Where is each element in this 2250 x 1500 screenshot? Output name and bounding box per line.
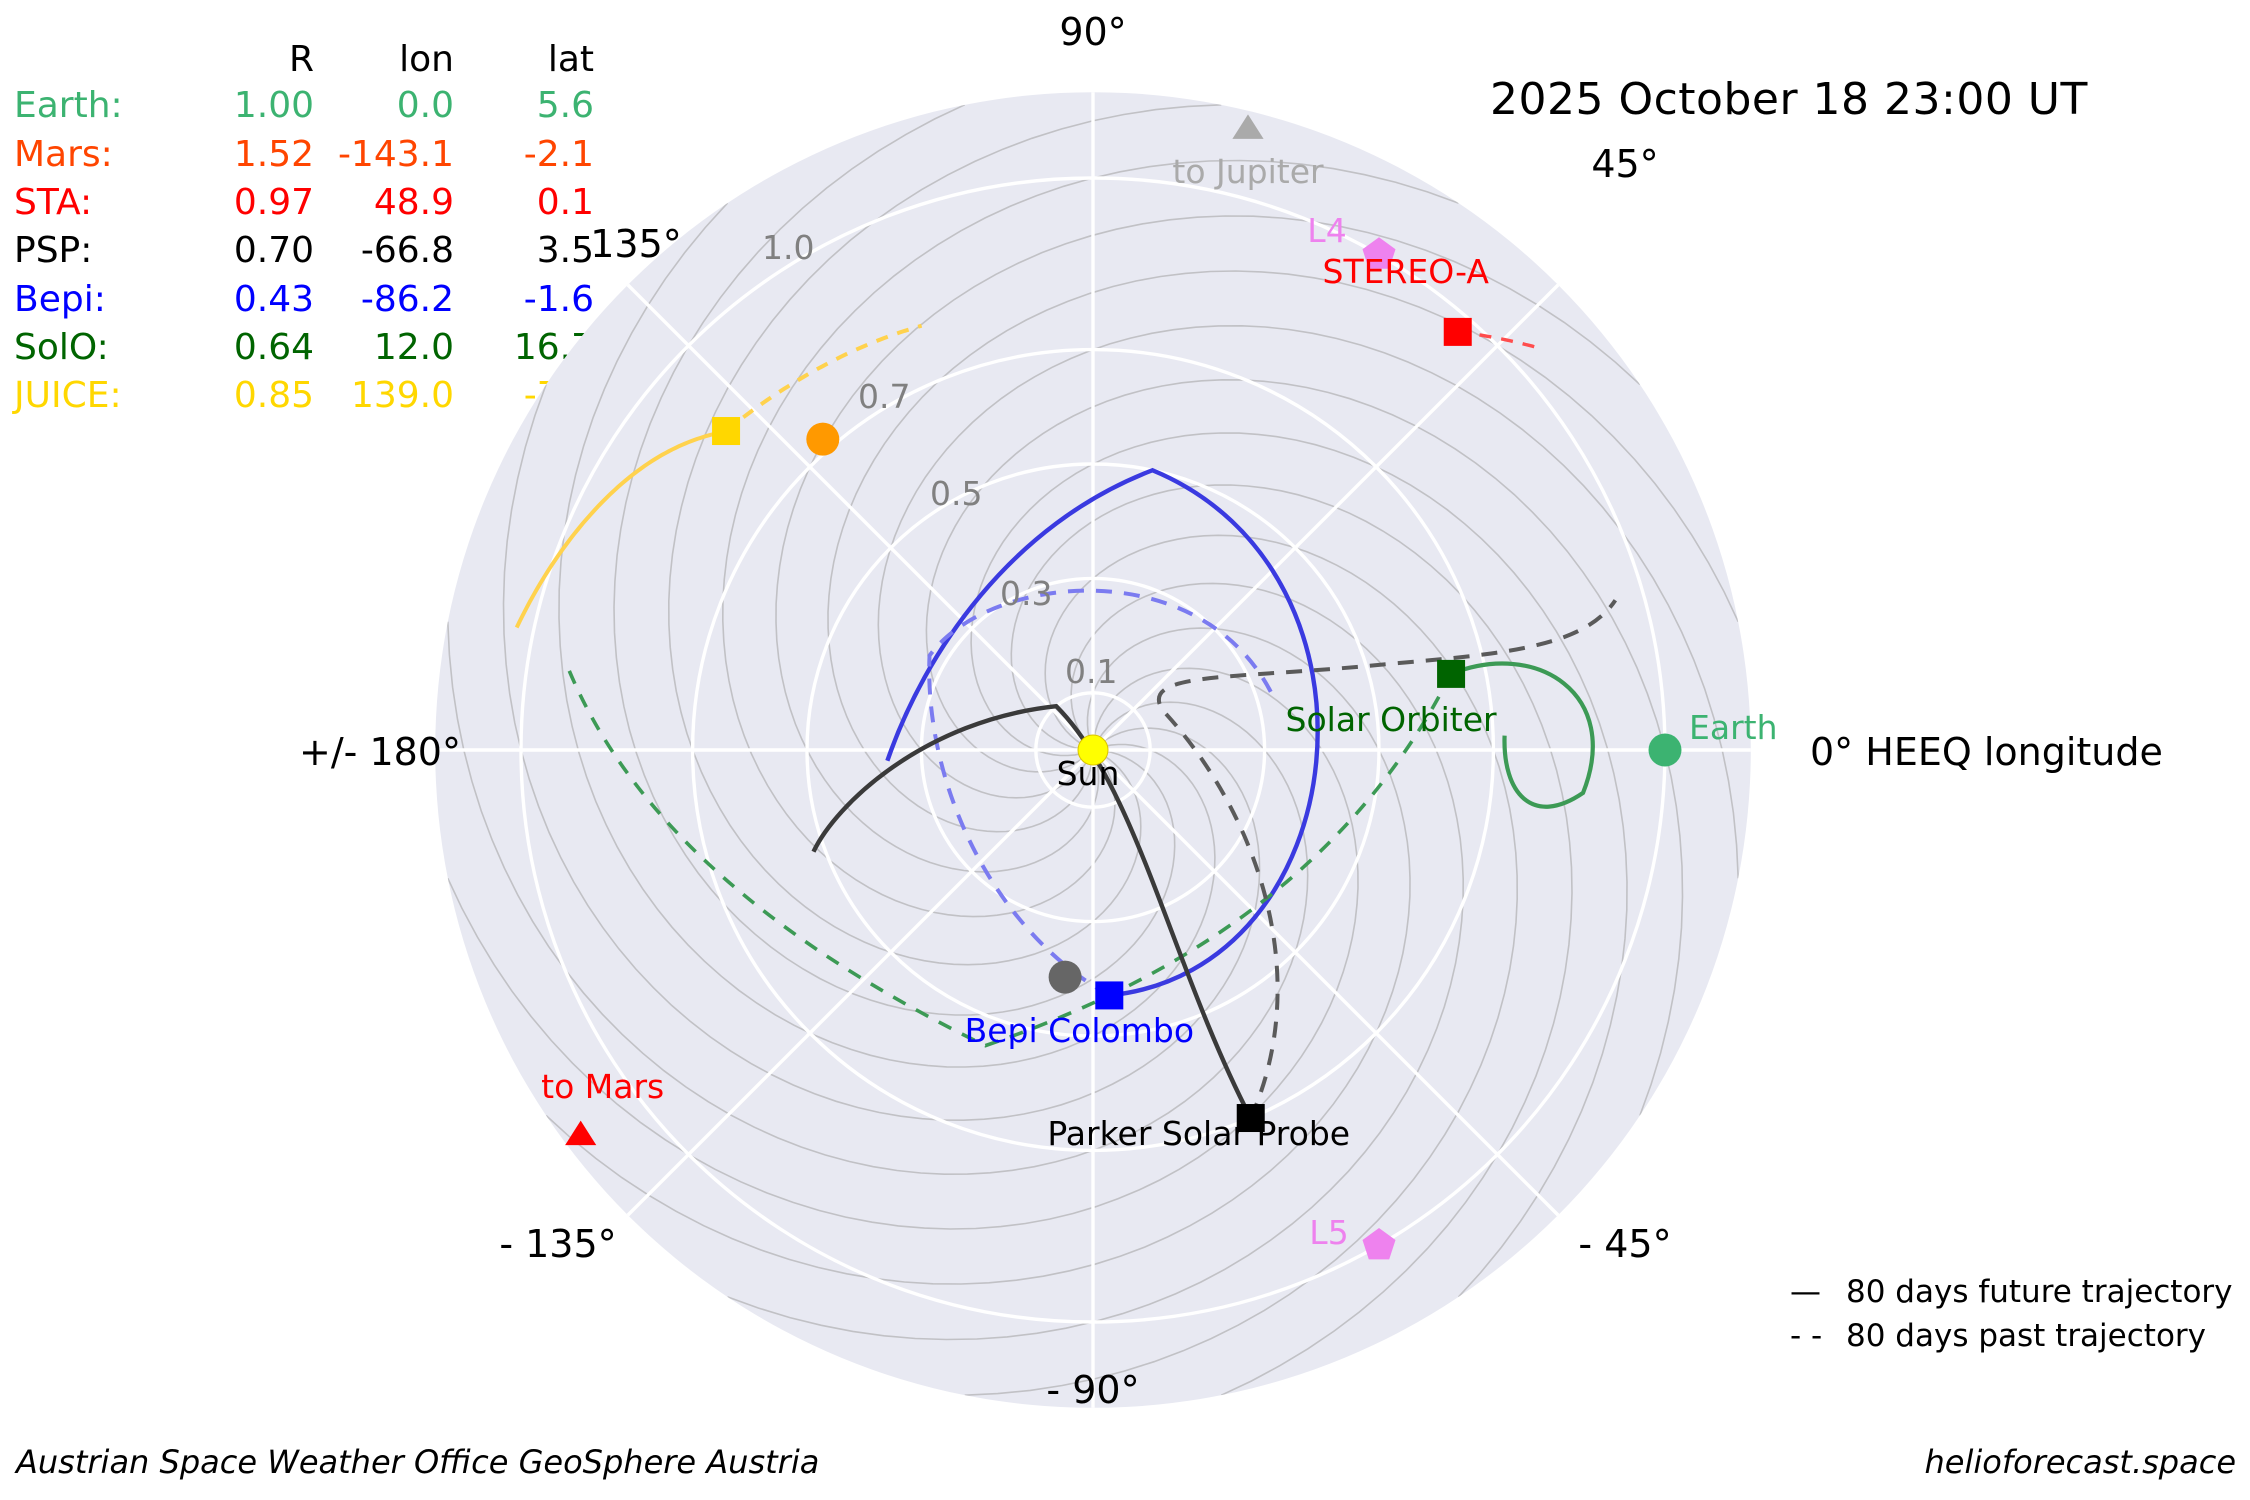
row-lat: -1.6 — [523, 278, 594, 320]
r-tick-0-3: 0.3 — [1000, 574, 1053, 613]
r-tick-0-5: 0.5 — [930, 474, 983, 513]
row-r: 0.43 — [233, 278, 314, 320]
r-tick-1-0: 1.0 — [762, 228, 815, 267]
row-lon: -66.8 — [360, 230, 454, 272]
row-lon: 0.0 — [396, 85, 454, 127]
marker-juice — [712, 417, 741, 446]
row-name: STA: — [14, 181, 93, 223]
marker-bepi-colombo — [1095, 981, 1124, 1010]
row-r: 0.64 — [233, 326, 314, 368]
row-lon: -86.2 — [360, 278, 454, 320]
row-r: 0.97 — [233, 181, 314, 223]
row-name: SolO: — [14, 326, 109, 368]
marker-to-mars — [565, 1120, 597, 1146]
header-lat: lat — [547, 39, 594, 80]
table-row: PSP: 0.70 -66.8 3.5 — [14, 227, 594, 275]
solid-line-icon: — — [1790, 1274, 1821, 1310]
marker-l4 — [1362, 237, 1396, 269]
row-r: 0.85 — [233, 375, 314, 417]
label-solar-orbiter: Solar Orbiter — [1285, 699, 1497, 739]
label-earth: Earth — [1689, 708, 1778, 747]
chart-title: 2025 October 18 23:00 UT — [1490, 74, 2088, 125]
legend-row-future: — 80 days future trajectory — [1790, 1270, 2233, 1314]
row-lat: 5.6 — [536, 85, 594, 127]
footer-attribution: Austrian Space Weather Office GeoSphere … — [16, 1443, 820, 1481]
trajectory-legend: — 80 days future trajectory - - 80 days … — [1790, 1270, 2233, 1358]
row-lon: 48.9 — [373, 181, 454, 223]
r-tick-0-1: 0.1 — [1065, 652, 1118, 691]
angle-label--45: - 45° — [1578, 1222, 1672, 1266]
angle-label--135: - 135° — [499, 1222, 617, 1266]
table-row: STA: 0.97 48.9 0.1 — [14, 179, 594, 227]
row-lat: -2.1 — [523, 133, 594, 175]
angle-label-180: +/- 180° — [299, 730, 461, 774]
label-stereo-a: STEREO-A — [1322, 251, 1489, 291]
marker-stereo-a — [1443, 317, 1472, 346]
row-r: 1.52 — [233, 133, 314, 175]
angle-label-45: 45° — [1591, 142, 1659, 186]
marker-parker-solar-probe — [1236, 1104, 1265, 1133]
legend-row-past: - - 80 days past trajectory — [1790, 1314, 2233, 1358]
row-lat: 0.1 — [536, 181, 594, 223]
row-lat: 3.5 — [536, 230, 594, 272]
marker-venus — [806, 422, 840, 456]
label-l5: L5 — [1309, 1213, 1349, 1253]
marker-mercury — [1048, 960, 1082, 994]
marker-earth — [1648, 733, 1682, 767]
position-table: R lon lat Earth: 1.00 0.0 5.6 Mars: 1.52… — [14, 36, 594, 421]
row-lon: 12.0 — [373, 326, 454, 368]
label-to-mars: to Mars — [541, 1066, 665, 1106]
angle-label-135: 135° — [590, 222, 682, 266]
row-r: 1.00 — [233, 85, 314, 127]
row-name: Bepi: — [14, 278, 106, 320]
spacecraft-position-table: R lon lat Earth: 1.00 0.0 5.6 Mars: 1.52… — [14, 36, 594, 421]
table-row: Earth: 1.00 0.0 5.6 — [14, 82, 594, 130]
angle-label-0: 0° HEEQ longitude — [1810, 730, 2163, 774]
table-row: SolO: 0.64 12.0 16.7 — [14, 324, 594, 372]
row-name: Mars: — [14, 133, 113, 175]
row-name: JUICE: — [14, 375, 122, 417]
label-parker-solar-probe: Parker Solar Probe — [1047, 1114, 1351, 1154]
dashed-line-icon: - - — [1790, 1318, 1823, 1354]
header-lon: lon — [399, 39, 454, 80]
row-lon: -143.1 — [337, 133, 454, 175]
row-lon: 139.0 — [350, 375, 454, 417]
label-l4: L4 — [1307, 210, 1347, 250]
legend-label-future: 80 days future trajectory — [1846, 1274, 2233, 1310]
header-r: R — [288, 39, 314, 80]
angle-label-90: 90° — [1059, 10, 1127, 54]
row-name: PSP: — [14, 230, 93, 272]
r-tick-0-7: 0.7 — [858, 377, 911, 416]
label-bepi-colombo: Bepi Colombo — [964, 1011, 1195, 1051]
sun-label: Sun — [1056, 754, 1120, 793]
footer-website: helioforecast.space — [1924, 1443, 2236, 1481]
marker-to-jupiter — [1232, 114, 1264, 139]
marker-l5 — [1362, 1228, 1396, 1260]
table-row: Mars: 1.52 -143.1 -2.1 — [14, 131, 594, 179]
legend-label-past: 80 days past trajectory — [1846, 1318, 2206, 1354]
table-row: Bepi: 0.43 -86.2 -1.6 — [14, 276, 594, 324]
row-r: 0.70 — [233, 230, 314, 272]
row-name: Earth: — [14, 85, 123, 127]
table-header-row: R lon lat — [14, 36, 594, 82]
angle-label--90: - 90° — [1046, 1368, 1140, 1412]
label-to-jupiter: to Jupiter — [1172, 152, 1324, 192]
marker-solar-orbiter — [1437, 659, 1466, 688]
sun-marker — [1077, 734, 1109, 766]
